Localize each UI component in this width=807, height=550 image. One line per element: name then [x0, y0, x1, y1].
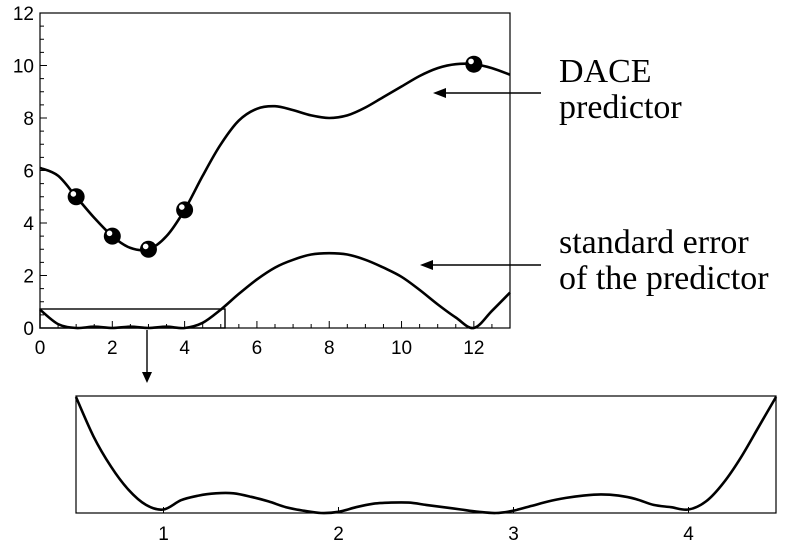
- main-axis-ticks: [39, 12, 511, 329]
- inset-chart: 1 2 3 4: [74, 395, 778, 545]
- main-plot-frame: [39, 12, 511, 329]
- sample-point-marker: [67, 188, 85, 206]
- x-axis-tick-labels: 0 2 4 6 8 10 12: [35, 338, 485, 359]
- inset-x-tick-label: 4: [683, 524, 694, 545]
- x-tick-label: 0: [35, 338, 46, 359]
- sample-point-marker: [176, 201, 194, 219]
- zoom-arrow: [142, 330, 152, 383]
- annotation-dace-predictor: DACE predictor: [433, 53, 682, 126]
- y-tick-label: 2: [23, 267, 34, 288]
- x-tick-label: 8: [324, 338, 335, 359]
- y-tick-label: 10: [13, 57, 34, 78]
- x-tick-label: 2: [107, 338, 118, 359]
- inset-series-line: [74, 396, 778, 515]
- annotation-se-arrowhead: [420, 260, 433, 270]
- annotation-se-line2: of the predictor: [559, 260, 769, 297]
- inset-x-tick-label: 1: [158, 524, 169, 545]
- sample-point-marker: [139, 240, 157, 258]
- y-tick-label: 8: [23, 109, 34, 130]
- inset-plot-frame: [75, 395, 777, 514]
- zoom-region-box: [39, 308, 226, 329]
- x-tick-label: 12: [463, 338, 484, 359]
- annotation-dace-line2: predictor: [559, 89, 682, 126]
- inset-x-axis-tick-labels: 1 2 3 4: [158, 524, 694, 545]
- annotation-dace-line1: DACE: [559, 53, 652, 90]
- annotation-dace-arrowhead: [433, 88, 446, 98]
- main-chart: 0 2 4 6 8 10 12 0 2 4 6 8 10 12: [13, 4, 511, 359]
- y-tick-label: 4: [23, 214, 34, 235]
- x-tick-label: 6: [252, 338, 263, 359]
- sample-point-marker: [465, 55, 483, 73]
- main-series-lines: [39, 62, 511, 330]
- inset-x-tick-label: 3: [508, 524, 519, 545]
- annotation-standard-error: standard error of the predictor: [420, 224, 769, 297]
- sample-markers: [67, 55, 483, 258]
- y-axis-tick-labels: 0 2 4 6 8 10 12: [13, 4, 35, 340]
- inset-x-tick-label: 2: [333, 524, 344, 545]
- inset-axis-ticks: [163, 507, 689, 513]
- x-tick-label: 10: [391, 338, 412, 359]
- y-tick-label: 6: [23, 162, 34, 183]
- inset-series-line-standard-error: [74, 396, 778, 515]
- y-tick-label: 0: [23, 319, 34, 340]
- annotation-se-line1: standard error: [559, 224, 749, 261]
- y-tick-label: 12: [13, 4, 34, 25]
- sample-point-marker: [103, 227, 121, 245]
- x-tick-label: 4: [179, 338, 190, 359]
